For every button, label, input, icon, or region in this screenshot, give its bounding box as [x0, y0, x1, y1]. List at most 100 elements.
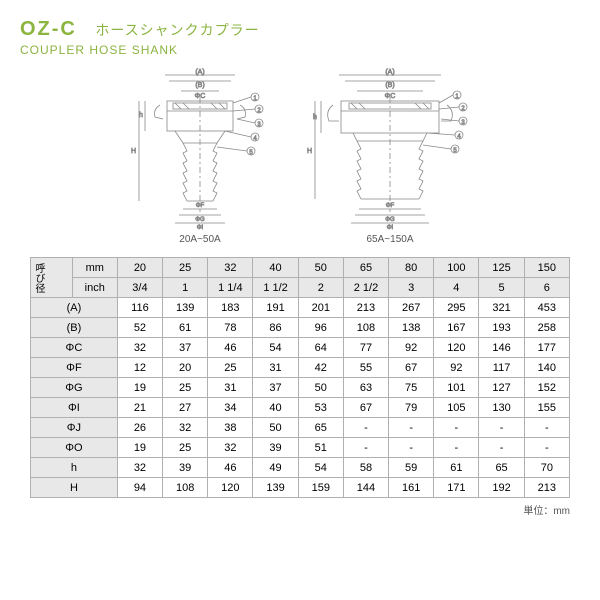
cell: 193 — [479, 318, 524, 338]
cell: 58 — [343, 458, 388, 478]
diagram-row: (A) (B) ΦC — [20, 67, 580, 245]
col-mm: 65 — [343, 258, 388, 278]
cell: 144 — [343, 478, 388, 498]
svg-text:ΦI: ΦI — [197, 225, 204, 231]
svg-text:(A): (A) — [385, 69, 394, 76]
col-inch: 2 1/2 — [343, 278, 388, 298]
cell: 32 — [117, 458, 162, 478]
header: OZ-C ホースシャンクカプラー COUPLER HOSE SHANK — [20, 18, 580, 57]
cell: 50 — [253, 418, 298, 438]
cell: - — [524, 418, 569, 438]
col-inch: 3/4 — [117, 278, 162, 298]
cell: 46 — [208, 458, 253, 478]
cell: 213 — [524, 478, 569, 498]
svg-text:1: 1 — [253, 96, 257, 102]
cell: 120 — [434, 338, 479, 358]
svg-text:H: H — [307, 148, 312, 155]
cell: 34 — [208, 398, 253, 418]
svg-text:ΦF: ΦF — [196, 203, 205, 209]
cell: - — [524, 438, 569, 458]
cell: 146 — [479, 338, 524, 358]
cell: 67 — [343, 398, 388, 418]
cell: 39 — [163, 458, 208, 478]
cell: 63 — [343, 378, 388, 398]
cell: 51 — [298, 438, 343, 458]
col-inch: 6 — [524, 278, 569, 298]
cell: 19 — [117, 378, 162, 398]
svg-text:2: 2 — [461, 106, 465, 112]
cell: 139 — [253, 478, 298, 498]
cell: 77 — [343, 338, 388, 358]
cell: 140 — [524, 358, 569, 378]
col-mm: 32 — [208, 258, 253, 278]
cell: 38 — [208, 418, 253, 438]
col-inch: 1 — [163, 278, 208, 298]
col-inch: 1 1/4 — [208, 278, 253, 298]
svg-text:ΦI: ΦI — [387, 225, 394, 231]
dimension-table: 呼び径mm20253240506580100125150inch3/411 1/… — [30, 257, 570, 498]
cell: 167 — [434, 318, 479, 338]
row-label: H — [31, 478, 118, 498]
cell: 101 — [434, 378, 479, 398]
cell: 31 — [208, 378, 253, 398]
diagram-right-label: 65A~150A — [305, 234, 475, 245]
diagram-right: (A) (B) ΦC — [305, 67, 475, 245]
cell: 295 — [434, 298, 479, 318]
row-label: ΦG — [31, 378, 118, 398]
title-english: COUPLER HOSE SHANK — [20, 43, 580, 57]
unit-note: 単位：mm — [30, 502, 570, 517]
svg-text:4: 4 — [253, 136, 257, 142]
svg-text:ΦF: ΦF — [386, 203, 395, 209]
cell: 120 — [208, 478, 253, 498]
cell: 59 — [389, 458, 434, 478]
cell: 70 — [524, 458, 569, 478]
cell: 75 — [389, 378, 434, 398]
cell: 37 — [163, 338, 208, 358]
cell: 127 — [479, 378, 524, 398]
cell: 53 — [298, 398, 343, 418]
cell: - — [434, 418, 479, 438]
cell: 40 — [253, 398, 298, 418]
cell: 32 — [117, 338, 162, 358]
cell: 78 — [208, 318, 253, 338]
cell: 39 — [253, 438, 298, 458]
cell: 21 — [117, 398, 162, 418]
col-mm: 40 — [253, 258, 298, 278]
row-label: h — [31, 458, 118, 478]
cell: 20 — [163, 358, 208, 378]
row-label: ΦC — [31, 338, 118, 358]
row-label: ΦJ — [31, 418, 118, 438]
cell: - — [343, 418, 388, 438]
cell: 130 — [479, 398, 524, 418]
cell: 213 — [343, 298, 388, 318]
cell: 453 — [524, 298, 569, 318]
cell: 64 — [298, 338, 343, 358]
cell: 12 — [117, 358, 162, 378]
cell: - — [479, 438, 524, 458]
cell: 105 — [434, 398, 479, 418]
cell: 46 — [208, 338, 253, 358]
cell: 192 — [479, 478, 524, 498]
cell: 65 — [479, 458, 524, 478]
cell: 267 — [389, 298, 434, 318]
unit-inch: inch — [72, 278, 117, 298]
cell: 55 — [343, 358, 388, 378]
row-label: ΦI — [31, 398, 118, 418]
col-mm: 20 — [117, 258, 162, 278]
cell: 138 — [389, 318, 434, 338]
diagram-left-label: 20A~50A — [125, 234, 275, 245]
cell: 191 — [253, 298, 298, 318]
svg-text:h: h — [139, 112, 143, 119]
col-inch: 2 — [298, 278, 343, 298]
unit-mm: mm — [72, 258, 117, 278]
cell: 49 — [253, 458, 298, 478]
cell: 54 — [253, 338, 298, 358]
col-inch: 1 1/2 — [253, 278, 298, 298]
cell: 54 — [298, 458, 343, 478]
cell: 27 — [163, 398, 208, 418]
col-mm: 125 — [479, 258, 524, 278]
cell: 37 — [253, 378, 298, 398]
cell: 25 — [163, 438, 208, 458]
col-mm: 25 — [163, 258, 208, 278]
cell: 159 — [298, 478, 343, 498]
